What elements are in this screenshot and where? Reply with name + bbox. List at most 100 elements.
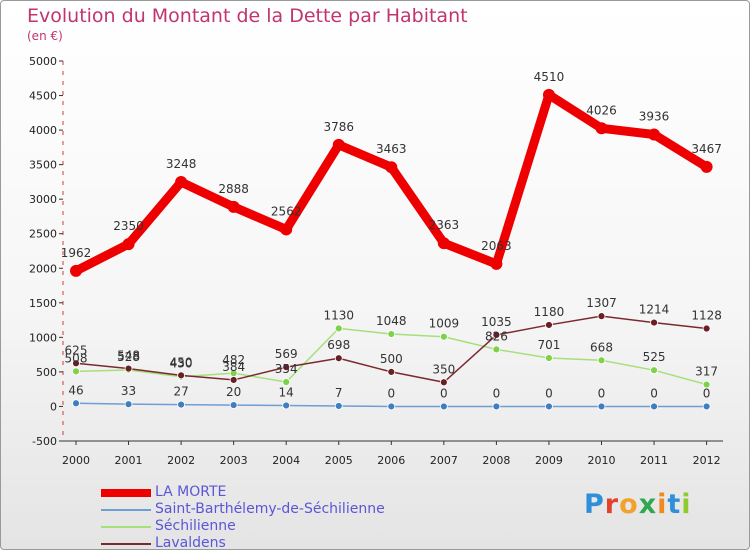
data-label: 2063	[481, 239, 512, 253]
legend-label: LA MORTE	[155, 484, 227, 500]
data-label: 2350	[113, 219, 144, 233]
data-point	[545, 321, 553, 329]
data-point	[492, 345, 501, 354]
data-point	[334, 354, 343, 363]
data-label: 20	[226, 385, 241, 399]
data-label: 1035	[481, 315, 512, 329]
logo-letter: P	[584, 489, 605, 520]
x-tick-label: 2001	[115, 454, 143, 467]
data-point	[282, 378, 291, 386]
data-point	[492, 402, 501, 411]
data-label: 3936	[639, 110, 670, 124]
logo-letter: o	[619, 489, 639, 520]
data-point	[122, 238, 135, 251]
data-point	[648, 128, 661, 141]
data-label: 430	[170, 357, 193, 371]
data-point	[702, 324, 711, 333]
x-tick-label: 2006	[377, 454, 405, 467]
legend-swatch	[101, 509, 151, 511]
data-label: 0	[650, 386, 658, 400]
data-label: 317	[695, 365, 718, 379]
data-label: 1214	[639, 303, 670, 317]
data-point	[175, 176, 188, 189]
data-point	[282, 401, 291, 410]
data-point	[332, 138, 345, 151]
data-point	[595, 122, 608, 135]
data-point	[597, 312, 606, 321]
data-point	[227, 200, 240, 213]
data-label: 2888	[218, 182, 249, 196]
data-label: 1048	[376, 314, 407, 328]
x-tick-label: 2000	[62, 454, 90, 467]
data-point	[597, 402, 606, 411]
data-label: 350	[432, 362, 455, 376]
data-point	[385, 161, 398, 174]
y-tick-label: 3500	[29, 159, 57, 172]
data-point	[702, 380, 711, 389]
y-tick-label: 5000	[29, 55, 57, 68]
y-tick-label: 4500	[29, 90, 57, 103]
y-tick-label: 0	[50, 400, 57, 413]
legend-label: Lavaldens	[155, 535, 226, 551]
data-point	[387, 368, 396, 376]
data-point	[439, 402, 448, 411]
data-label: 2363	[429, 218, 460, 232]
legend-label: Saint-Barthélemy-de-Séchilienne	[155, 501, 385, 517]
data-label: 0	[493, 386, 501, 400]
data-label: 2562	[271, 204, 302, 218]
data-label: 500	[380, 352, 403, 366]
data-point	[437, 237, 450, 250]
logo-letter: x	[638, 489, 658, 520]
legend-label: Séchilienne	[155, 518, 236, 534]
series-layer	[70, 88, 713, 411]
data-label: 3248	[166, 157, 197, 171]
data-label: 1962	[61, 246, 92, 260]
data-label: 1180	[534, 305, 565, 319]
data-point	[650, 402, 658, 411]
data-label: 1009	[429, 317, 460, 331]
x-tick-label: 2004	[272, 454, 300, 467]
data-point	[545, 354, 553, 362]
y-tick-label: 1500	[29, 297, 57, 310]
data-point	[282, 363, 291, 372]
series-line-0	[71, 90, 712, 276]
y-tick-label: 2500	[29, 228, 57, 241]
data-label: 525	[643, 350, 666, 364]
data-point	[387, 402, 396, 411]
data-point	[700, 160, 713, 173]
data-point	[334, 402, 343, 410]
x-tick-label: 2002	[167, 454, 195, 467]
data-point	[229, 376, 238, 384]
data-label: 698	[327, 338, 350, 352]
data-label: 528	[117, 350, 140, 364]
logo-letter: i	[681, 489, 692, 520]
x-tick-label: 2008	[482, 454, 510, 467]
data-point	[177, 371, 186, 380]
data-point	[72, 367, 80, 376]
data-point	[545, 402, 553, 411]
data-label: 668	[590, 340, 613, 354]
data-label: 3467	[691, 142, 722, 156]
logo-letter: i	[657, 489, 668, 520]
data-point	[490, 257, 503, 270]
data-label: 0	[440, 386, 448, 400]
data-point	[124, 400, 133, 409]
data-label: 3463	[376, 142, 407, 156]
data-label: 701	[537, 338, 560, 352]
logo-letter: r	[604, 489, 620, 520]
unit-label: (en €)	[27, 29, 63, 43]
x-tick-label: 2007	[430, 454, 458, 467]
data-point	[280, 223, 293, 236]
data-point	[597, 356, 606, 365]
data-point	[439, 378, 448, 387]
data-point	[70, 264, 82, 277]
data-label: 0	[598, 386, 606, 400]
data-point	[334, 324, 343, 333]
data-point	[124, 364, 133, 373]
data-label: 46	[68, 383, 83, 397]
chart-title: Evolution du Montant de la Dette par Hab…	[27, 5, 468, 27]
data-point	[177, 400, 186, 409]
data-label: 7	[335, 386, 343, 400]
data-point	[542, 88, 555, 101]
